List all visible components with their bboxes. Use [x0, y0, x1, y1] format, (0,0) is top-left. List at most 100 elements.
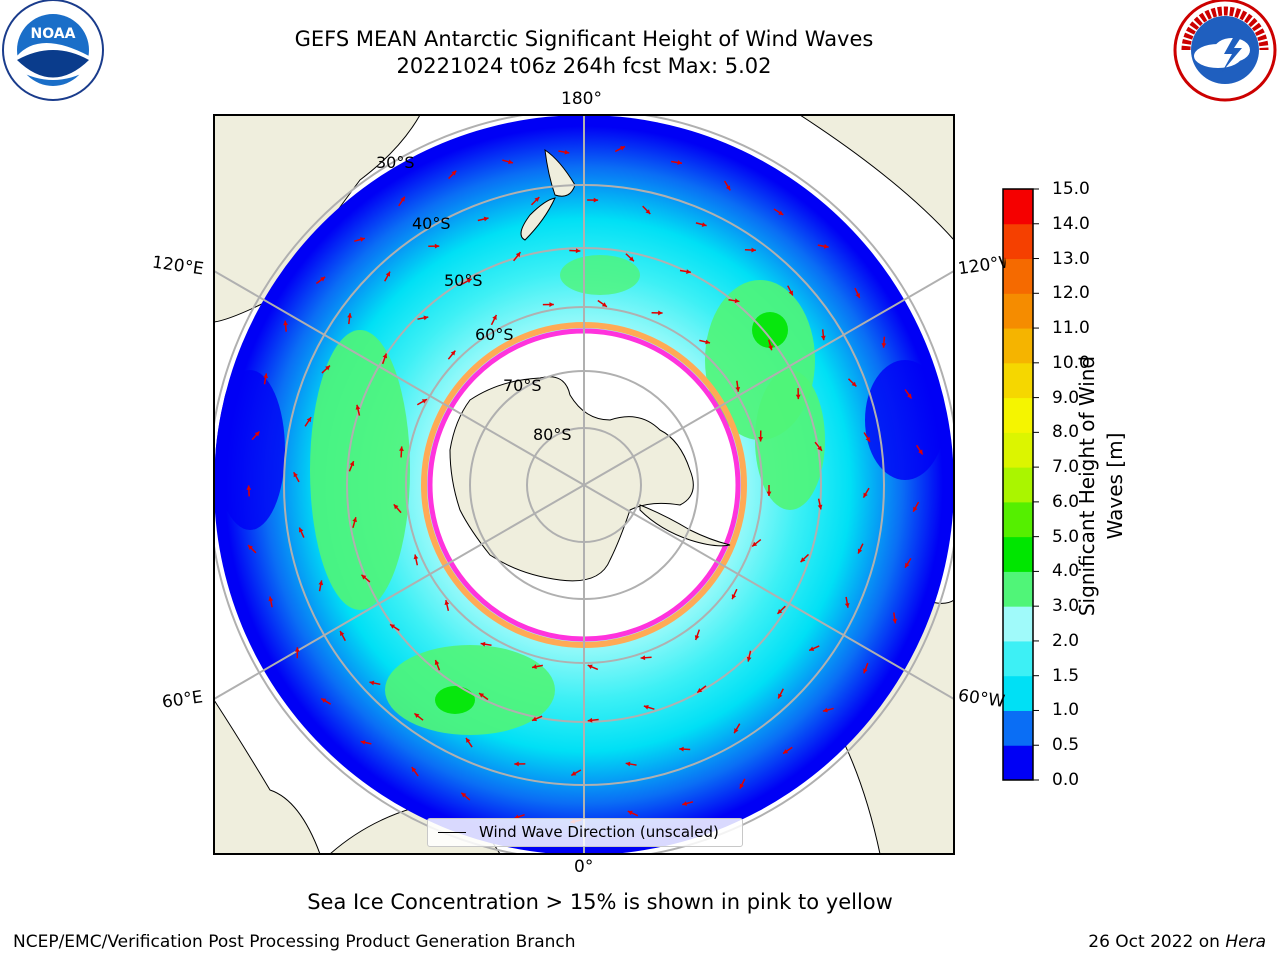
colorbar-segment [1003, 501, 1033, 538]
wave-direction-arrowhead [349, 461, 355, 467]
wave-direction-arrowhead [399, 446, 404, 451]
lat-label-50s: 50°S [444, 271, 483, 290]
colorbar-tick-label: 11.0 [1052, 318, 1090, 339]
wave-direction-arrowhead [817, 445, 822, 451]
wave-direction-arrowhead [564, 149, 570, 155]
wave-direction-arrowhead [766, 491, 772, 496]
wave-direction-arrowhead [913, 506, 918, 512]
lon-label-0: 0° [574, 857, 594, 877]
wave-direction-arrowhead [587, 717, 593, 723]
wave-direction-arrowhead [450, 350, 456, 356]
wave-direction-arrowhead [795, 394, 801, 400]
wave-direction-arrowhead [508, 159, 513, 165]
wave-direction-arrowhead [725, 185, 731, 191]
colorbar-segment [1003, 675, 1033, 711]
colorbar-segment [1003, 328, 1033, 364]
wave-direction-arrowhead [734, 728, 739, 734]
chart-subtitle: 20221024 t06z 264h fcst Max: 5.02 [396, 54, 772, 78]
colorbar-segment [1003, 640, 1033, 677]
wave-direction-arrowhead [246, 485, 252, 490]
colorbar-segment [1003, 293, 1033, 329]
wave-direction-arrowhead [640, 655, 646, 661]
colorbar-tick-label: 10.0 [1052, 352, 1090, 373]
noaa-logo: NOAA [2, 0, 104, 101]
wave-direction-arrowhead [263, 373, 269, 379]
colorbar-tick-label: 0.5 [1052, 735, 1080, 756]
colorbar-tick-label: 1.0 [1052, 700, 1080, 721]
colorbar-tick-label: 4.0 [1052, 561, 1080, 582]
colorbar-segment [1003, 467, 1033, 503]
wave-direction-arrowhead [393, 504, 399, 510]
wave-direction-arrowhead [492, 314, 497, 320]
colorbar-label: Significant Height of Wind Waves [m] [1075, 355, 1127, 617]
wave-direction-arrowhead [697, 687, 703, 693]
wave-direction-arrowhead [321, 698, 327, 703]
wave-direction-arrowhead [360, 237, 365, 242]
wave-direction-arrowhead [444, 600, 450, 605]
wave-direction-arrowhead [820, 335, 826, 341]
wave-direction-arrowhead [347, 313, 352, 318]
colorbar-segment [1003, 710, 1033, 746]
wave-direction-arrowhead [575, 248, 581, 254]
wave-direction-arrowhead [734, 298, 740, 304]
wave-direction-arrowhead [823, 243, 829, 249]
wave-direction-arrowhead [434, 243, 440, 249]
map-legend: Wind Wave Direction (unscaled) [427, 818, 743, 847]
wave-direction-arrowhead [248, 545, 253, 550]
colorbar-segment [1003, 432, 1033, 468]
colorbar-tick-label: 8.0 [1052, 422, 1080, 443]
wave-direction-arrowhead [857, 548, 863, 554]
wave-direction-arrowhead [844, 603, 850, 608]
wave-direction-arrowhead [777, 609, 783, 614]
colorbar-tick-label: 5.0 [1052, 526, 1080, 547]
svg-text:NOAA: NOAA [31, 26, 76, 42]
wave-direction-arrowhead [822, 707, 828, 713]
colorbar-segment [1003, 745, 1033, 781]
wave-direction-arrowhead [682, 801, 688, 806]
wave-direction-arrowhead [752, 541, 758, 547]
lat-label-70s: 70°S [503, 376, 542, 395]
colorbar-tick-label: 9.0 [1052, 387, 1080, 408]
footer-credit: NCEP/EMC/Verification Post Processing Pr… [13, 932, 576, 952]
wave-direction-arrowhead [865, 436, 870, 442]
wave-direction-arrowhead [360, 740, 366, 745]
wave-direction-arrowhead [863, 668, 868, 674]
colorbar-tick-label: 1.5 [1052, 665, 1080, 686]
wave-direction-arrowhead [739, 783, 745, 789]
colorbar-tick-label: 7.0 [1052, 457, 1080, 478]
wave-direction-arrowhead [625, 761, 631, 767]
chart-title: GEFS MEAN Antarctic Significant Height o… [294, 27, 874, 51]
wave-direction-arrowhead [434, 660, 440, 665]
wave-direction-arrowhead [382, 353, 388, 359]
wave-direction-arrowhead [465, 737, 471, 743]
wave-direction-arrowhead [705, 339, 711, 345]
colorbar [1002, 188, 1039, 781]
graticule [214, 115, 954, 854]
wave-direction-arrowhead [461, 792, 467, 798]
wave-direction-arrowhead [413, 554, 419, 560]
colorbar-segment [1003, 397, 1033, 433]
wave-direction-arrowhead [758, 437, 764, 442]
wave-direction-arrowhead [483, 216, 489, 222]
wave-direction-arrowhead [735, 387, 741, 392]
lat-label-80s: 80°S [533, 425, 572, 444]
wave-direction-arrowhead [601, 302, 607, 307]
wave-direction-arrowhead [768, 345, 773, 351]
colorbar-tick-label: 2.0 [1052, 630, 1080, 651]
wave-direction-arrowhead [701, 222, 707, 227]
wave-direction-arrowhead [293, 472, 298, 478]
wave-direction-arrowhead [731, 594, 737, 600]
wave-direction-arrowhead [788, 290, 793, 296]
colorbar-segment [1003, 189, 1033, 225]
colorbar-segment [1003, 606, 1033, 642]
wave-direction-arrowhead [320, 276, 326, 282]
map-frame [213, 114, 955, 855]
colorbar-tick-label: 14.0 [1052, 213, 1090, 234]
wave-direction-arrowhead [355, 404, 361, 410]
wave-direction-arrowhead [390, 624, 396, 629]
wave-direction-arrowhead [318, 580, 324, 586]
colorbar-tick-label: 13.0 [1052, 248, 1090, 269]
wave-direction-arrowhead [783, 749, 789, 754]
wave-direction-arrowhead [515, 252, 521, 258]
